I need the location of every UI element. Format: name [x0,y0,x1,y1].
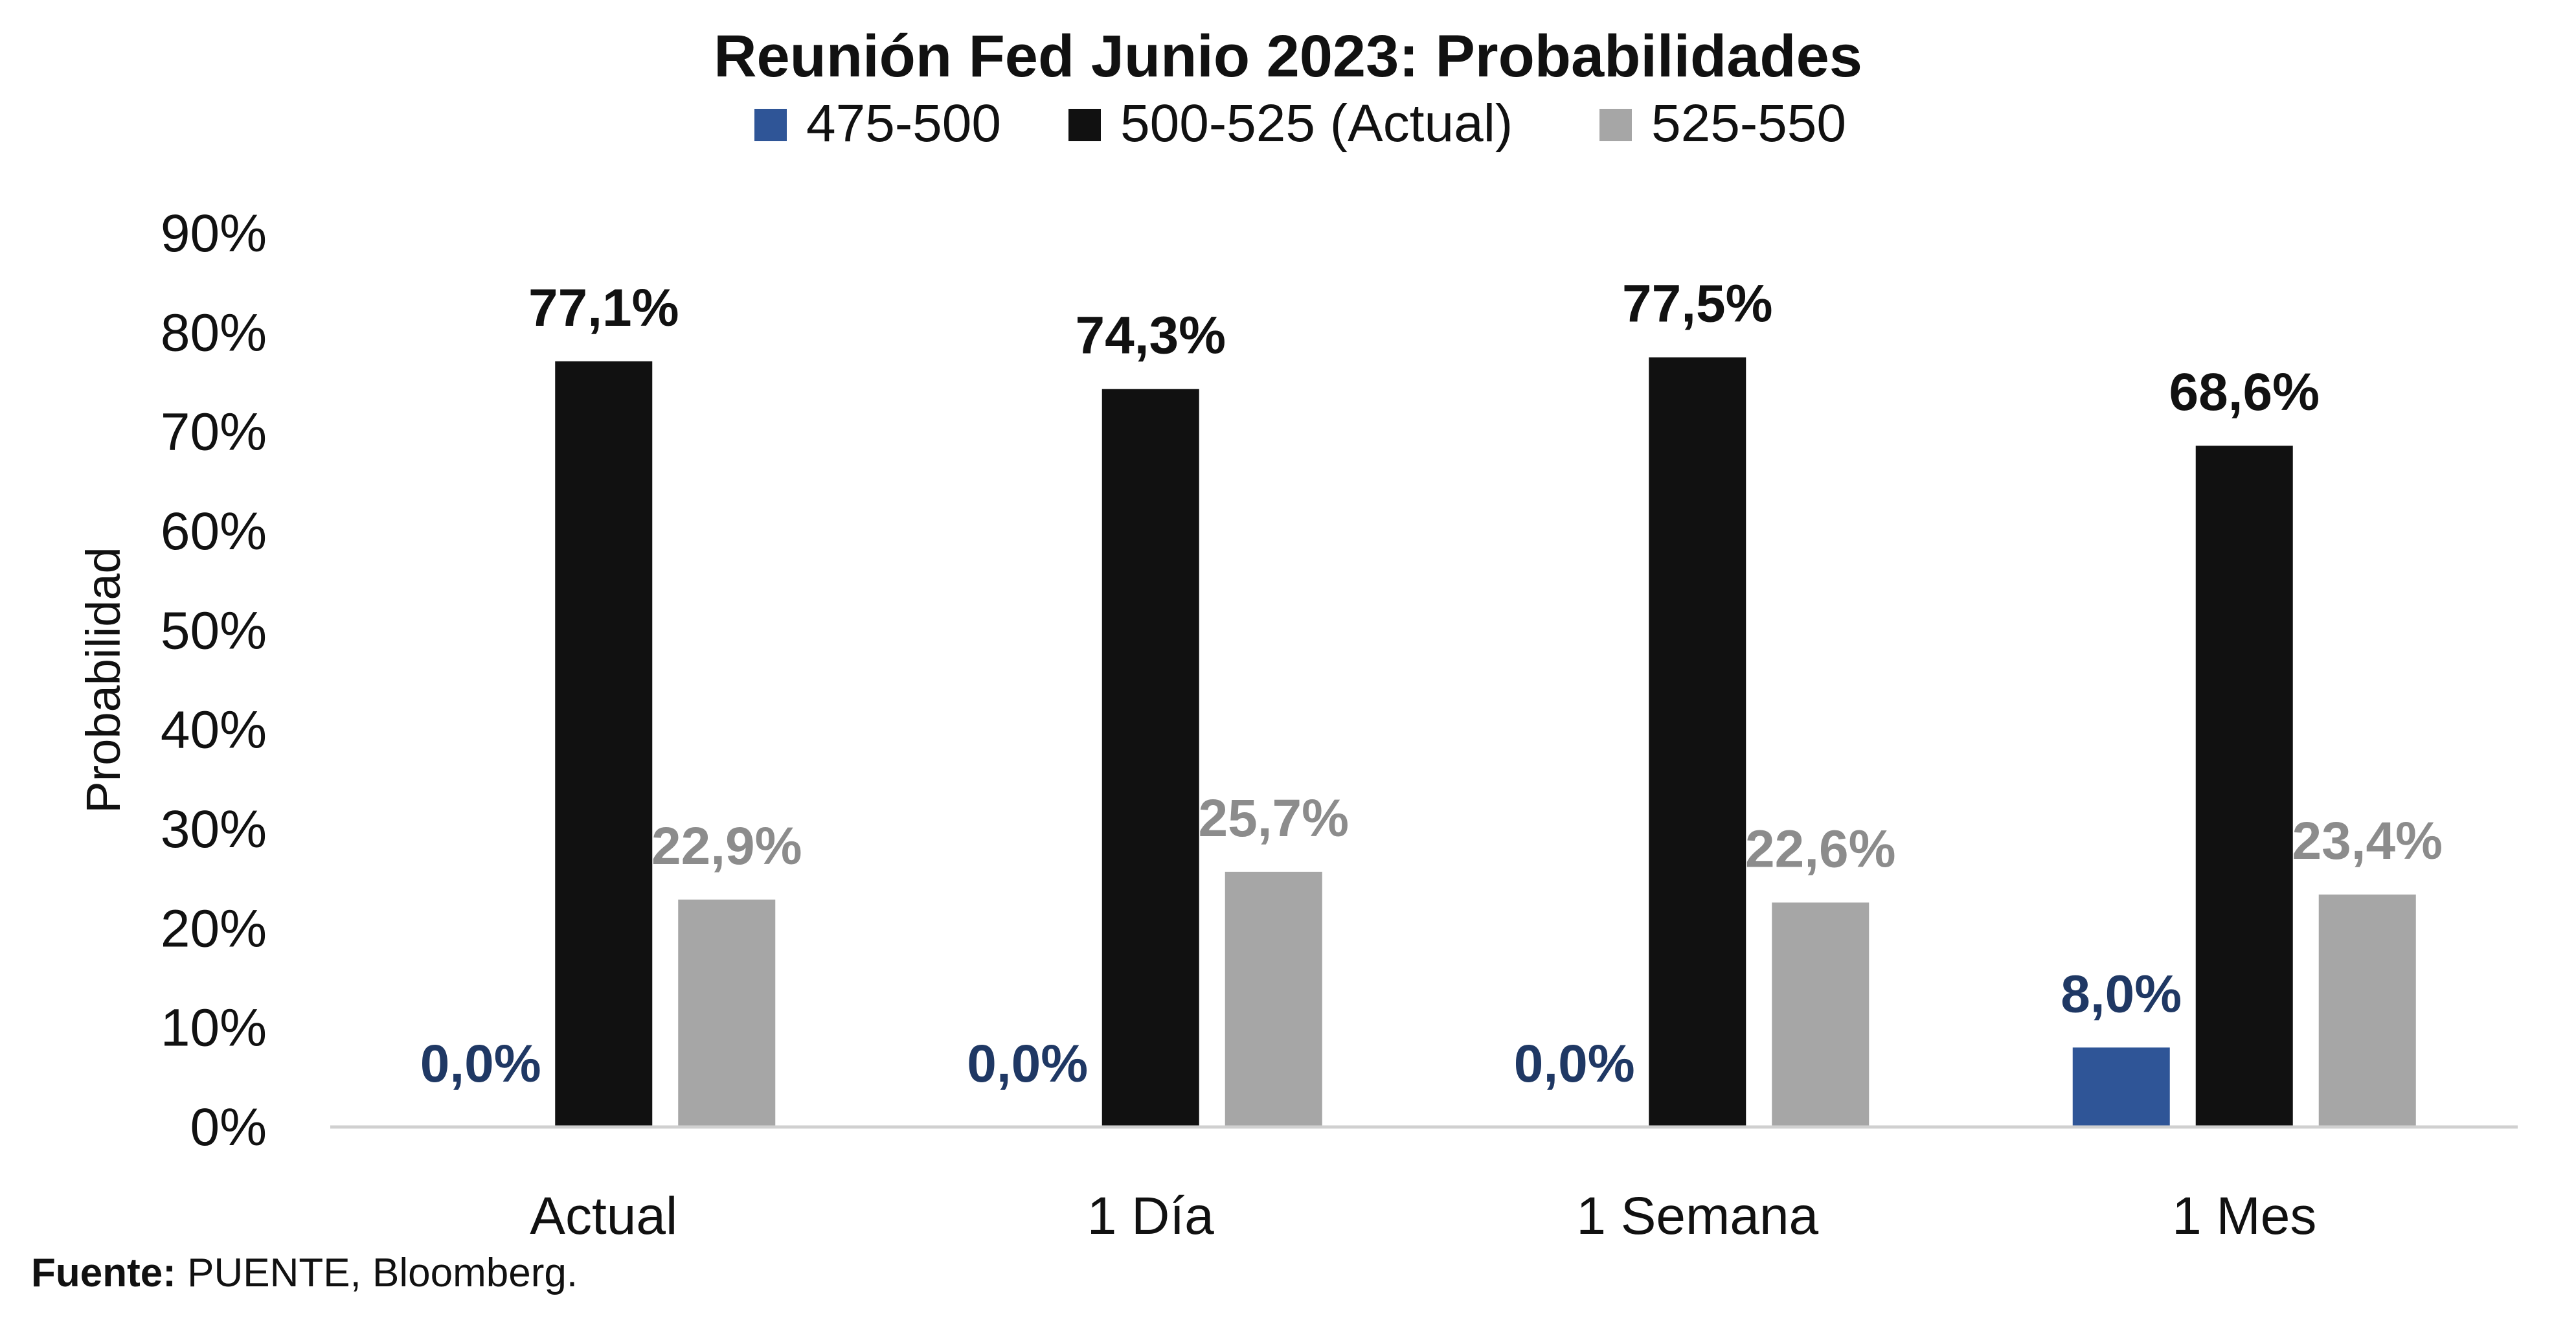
data-label: 8,0% [2061,964,2182,1023]
y-tick-label: 0% [190,1098,267,1157]
x-category-label: 1 Mes [2172,1187,2316,1246]
y-tick-label: 80% [161,303,267,362]
y-axis-ticks: 0% 10% 20% 30% 40% 50% 60% 70% 80% 90% [161,204,267,1157]
bar-3-1 [678,899,776,1127]
y-axis-label: Probabilidad [76,547,130,813]
bar-2-4 [2195,446,2293,1128]
x-category-label: 1 Semana [1576,1187,1818,1246]
data-label: 0,0% [967,1034,1088,1093]
bar-1-4 [2072,1047,2170,1127]
data-labels: 0,0% 77,1% 22,9% 0,0% 74,3% 25,7% 0,0% 77,5% 22,… [420,275,2443,1093]
y-tick-label: 50% [161,601,267,660]
data-label: 77,1% [528,279,679,337]
legend-label: 525-550 [1651,94,1846,153]
bars [555,357,2416,1128]
legend-swatch [1068,109,1101,141]
bar-3-2 [1225,871,1322,1127]
y-tick-label: 60% [161,502,267,561]
bar-2-3 [1649,357,1746,1127]
legend-swatch [1599,109,1632,141]
legend-swatch [754,109,787,141]
data-label: 23,4% [2292,812,2443,871]
legend-label: 475-500 [806,94,1001,153]
source-note: Fuente: PUENTE, Bloomberg. [31,1250,578,1296]
y-tick-label: 30% [161,800,267,859]
source-text: PUENTE, Bloomberg. [175,1251,578,1295]
legend-label: 500-525 (Actual) [1120,94,1513,153]
x-category-label: Actual [530,1187,677,1246]
chart-title: Reunión Fed Junio 2023: Probabilidades [714,23,1862,89]
y-tick-label: 70% [161,403,267,462]
bar-3-4 [2318,894,2416,1127]
source-label: Fuente: [31,1251,176,1295]
x-axis-categories: Actual 1 Día 1 Semana 1 Mes [530,1187,2316,1246]
bar-3-3 [1772,902,1870,1127]
y-tick-label: 90% [161,204,267,263]
data-label: 25,7% [1198,789,1349,848]
x-category-label: 1 Día [1087,1187,1214,1246]
data-label: 77,5% [1622,275,1773,334]
data-label: 0,0% [420,1034,541,1093]
y-tick-label: 40% [161,701,267,760]
data-label: 0,0% [1514,1034,1635,1093]
data-label: 22,6% [1745,819,1896,878]
legend: 475-500 500-525 (Actual) 525-550 [754,94,1846,153]
data-label: 22,9% [651,817,802,876]
data-label: 68,6% [2169,363,2320,422]
y-tick-label: 20% [161,899,267,958]
y-tick-label: 10% [161,999,267,1058]
data-label: 74,3% [1075,306,1226,365]
bar-2-2 [1102,389,1199,1127]
bar-2-1 [555,361,653,1127]
